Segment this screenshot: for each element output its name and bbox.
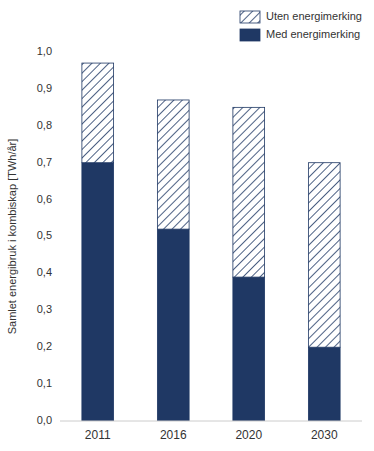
bars <box>82 63 340 421</box>
bar-segment <box>82 63 114 163</box>
y-tick-label: 0,5 <box>37 229 52 241</box>
bar-segment <box>233 277 265 421</box>
y-tick-label: 0,2 <box>37 340 52 352</box>
x-axis-line <box>60 421 362 422</box>
y-axis-label: Samlet energibruk i kombiskap [TWh/år] <box>6 139 18 335</box>
x-tick-label: 2030 <box>311 428 338 442</box>
y-tick-label: 0,6 <box>37 193 52 205</box>
bar-segment <box>233 107 265 277</box>
legend-label: Med energimerking <box>266 28 360 40</box>
legend-label: Uten energimerking <box>266 10 362 22</box>
chart: 0,00,10,20,30,40,50,60,70,80,91,02011201… <box>0 0 374 451</box>
x-axis: 2011 2016 2020 2030 <box>60 421 362 442</box>
x-tick-label: 2020 <box>235 428 262 442</box>
bar-segment <box>157 100 189 229</box>
bar-segment <box>308 163 340 348</box>
bar-segment <box>82 163 114 421</box>
y-tick-label: 0,7 <box>37 156 52 168</box>
y-axis: 0,0 0,1 0,2 0,3 0,4 0,5 0,6 0,7 0,8 0,9 1,0 <box>37 45 52 426</box>
legend-swatch <box>240 11 260 23</box>
x-tick-label: 2011 <box>85 428 111 442</box>
y-tick-label: 0,8 <box>37 119 52 131</box>
y-tick-label: 0,0 <box>37 414 52 426</box>
legend: Uten energimerking Med energimerking <box>240 10 362 41</box>
bar-segment <box>157 229 189 421</box>
y-tick-label: 0,1 <box>37 377 52 389</box>
x-tick-label: 2016 <box>160 428 187 442</box>
y-tick-label: 1,0 <box>37 45 52 57</box>
bar-segment <box>308 347 340 421</box>
y-tick-label: 0,4 <box>37 266 52 278</box>
y-tick-label: 0,3 <box>37 303 52 315</box>
plot: 0,00,10,20,30,40,50,60,70,80,91,02011201… <box>37 45 362 442</box>
legend-swatch <box>240 29 260 41</box>
y-tick-label: 0,9 <box>37 82 52 94</box>
